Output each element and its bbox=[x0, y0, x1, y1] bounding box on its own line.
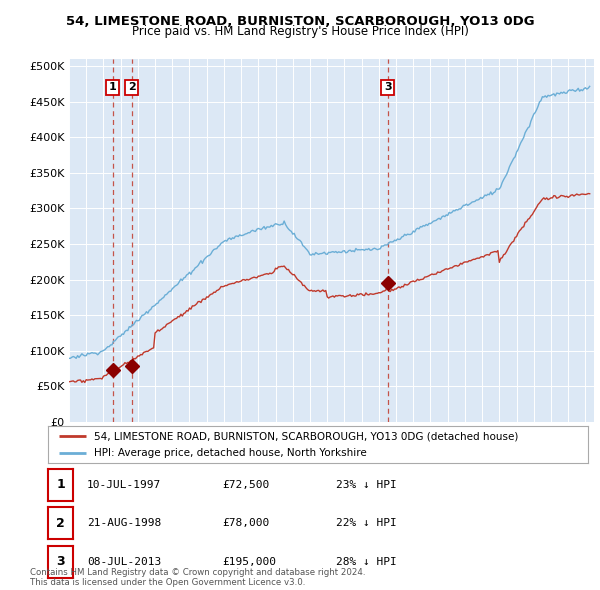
Text: HPI: Average price, detached house, North Yorkshire: HPI: Average price, detached house, Nort… bbox=[94, 448, 367, 458]
Text: 1: 1 bbox=[56, 478, 65, 491]
Text: 54, LIMESTONE ROAD, BURNISTON, SCARBOROUGH, YO13 0DG (detached house): 54, LIMESTONE ROAD, BURNISTON, SCARBOROU… bbox=[94, 431, 518, 441]
Text: £78,000: £78,000 bbox=[222, 519, 269, 528]
Text: Contains HM Land Registry data © Crown copyright and database right 2024.
This d: Contains HM Land Registry data © Crown c… bbox=[30, 568, 365, 587]
Text: 3: 3 bbox=[56, 555, 65, 568]
Text: 28% ↓ HPI: 28% ↓ HPI bbox=[336, 557, 397, 566]
Text: 21-AUG-1998: 21-AUG-1998 bbox=[87, 519, 161, 528]
Text: £195,000: £195,000 bbox=[222, 557, 276, 566]
Text: 22% ↓ HPI: 22% ↓ HPI bbox=[336, 519, 397, 528]
Text: 23% ↓ HPI: 23% ↓ HPI bbox=[336, 480, 397, 490]
Text: 08-JUL-2013: 08-JUL-2013 bbox=[87, 557, 161, 566]
Text: 54, LIMESTONE ROAD, BURNISTON, SCARBOROUGH, YO13 0DG: 54, LIMESTONE ROAD, BURNISTON, SCARBOROU… bbox=[65, 15, 535, 28]
Text: 10-JUL-1997: 10-JUL-1997 bbox=[87, 480, 161, 490]
Text: Price paid vs. HM Land Registry's House Price Index (HPI): Price paid vs. HM Land Registry's House … bbox=[131, 25, 469, 38]
Text: 1: 1 bbox=[109, 83, 116, 93]
Text: 3: 3 bbox=[384, 83, 392, 93]
Text: 2: 2 bbox=[128, 83, 136, 93]
Text: £72,500: £72,500 bbox=[222, 480, 269, 490]
Text: 2: 2 bbox=[56, 517, 65, 530]
